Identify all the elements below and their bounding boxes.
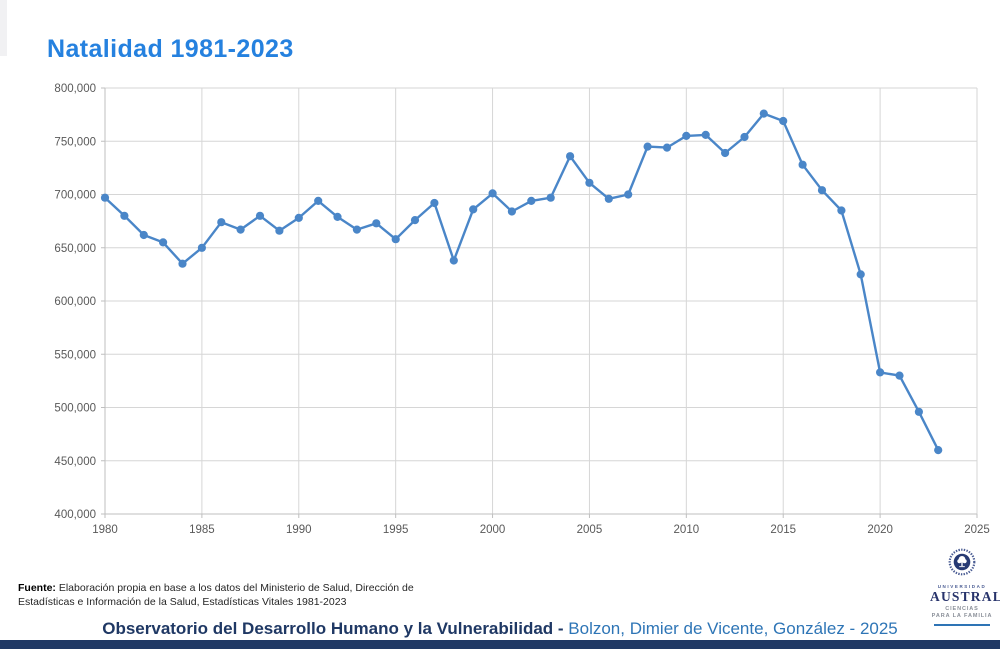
data-point — [934, 446, 943, 455]
data-point — [410, 216, 420, 225]
bottom-navy-bar — [0, 640, 1000, 649]
y-tick-label: 500,000 — [54, 403, 96, 415]
x-tick-label: 2020 — [867, 524, 893, 536]
data-point — [643, 142, 652, 151]
data-point — [876, 368, 885, 377]
data-point — [217, 218, 226, 227]
data-point — [236, 225, 245, 234]
data-point — [701, 130, 710, 139]
credit-observatorio: Observatorio del Desarrollo Humano y la … — [102, 619, 569, 638]
credit-authors: Bolzon, Dimier de Vicente, González - 20… — [568, 619, 898, 638]
data-point — [527, 196, 536, 205]
data-point — [585, 178, 594, 187]
data-point — [178, 259, 187, 268]
x-tick-label: 2015 — [770, 524, 796, 536]
data-point — [488, 189, 497, 198]
source-label: Fuente: — [18, 582, 56, 594]
data-line — [103, 112, 940, 452]
data-point — [275, 226, 284, 235]
x-tick-label: 2005 — [577, 524, 603, 536]
y-tick-label: 750,000 — [54, 136, 96, 148]
x-tick-label: 2000 — [480, 524, 506, 536]
data-point — [779, 116, 788, 126]
data-point — [255, 211, 265, 220]
austral-seal-icon — [948, 548, 976, 576]
data-point — [391, 235, 400, 244]
data-point — [837, 206, 846, 215]
data-point — [721, 148, 730, 158]
data-point — [372, 219, 381, 228]
data-point — [682, 131, 691, 140]
y-tick-label: 450,000 — [54, 456, 96, 468]
y-tick-label: 550,000 — [54, 349, 96, 361]
x-tick-label: 1995 — [383, 524, 409, 536]
y-tick-label: 400,000 — [54, 509, 96, 521]
data-point — [469, 205, 478, 214]
data-point — [914, 407, 924, 416]
data-point — [624, 190, 633, 199]
source-line2: Estadísticas e Información de la Salud, … — [18, 596, 347, 608]
x-tick-label: 1980 — [92, 524, 118, 536]
logo-austral-text: AUSTRAL — [930, 589, 1000, 604]
data-point — [333, 212, 342, 221]
x-tick-label: 1990 — [286, 524, 312, 536]
data-point — [759, 109, 768, 118]
page-title: Natalidad 1981-2023 — [47, 34, 294, 63]
logo-universidad-text: UNIVERSIDAD — [937, 584, 987, 589]
y-tick-label: 700,000 — [54, 190, 96, 202]
credit-line: Observatorio del Desarrollo Humano y la … — [0, 619, 1000, 639]
y-tick-label: 650,000 — [54, 243, 96, 255]
data-point — [430, 198, 439, 208]
data-point — [740, 132, 749, 142]
data-point — [817, 186, 827, 195]
x-tick-label: 2010 — [674, 524, 700, 536]
data-point — [546, 193, 555, 202]
austral-logo: UNIVERSIDAD AUSTRAL CIENCIAS PARA LA FAM… — [930, 548, 1000, 626]
logo-underline — [934, 624, 990, 626]
data-point — [856, 270, 865, 279]
data-point — [197, 243, 206, 252]
data-point — [798, 160, 807, 169]
data-point — [895, 371, 904, 380]
y-tick-label: 600,000 — [54, 296, 96, 308]
x-tick-label: 2025 — [964, 524, 990, 536]
data-point — [120, 211, 129, 220]
source-line1: Elaboración propia en base a los datos d… — [55, 582, 414, 594]
logo-ciencias-text: CIENCIAS PARA LA FAMILIA — [931, 606, 993, 619]
screen-edge-artifact — [0, 0, 7, 56]
data-point — [294, 213, 303, 222]
y-tick-label: 800,000 — [54, 83, 96, 95]
data-point — [100, 193, 110, 202]
source-note: Fuente: Elaboración propia en base a los… — [18, 581, 438, 609]
data-point — [604, 194, 613, 203]
data-point — [662, 143, 672, 152]
data-point — [352, 225, 361, 234]
data-point — [507, 207, 516, 216]
data-point — [314, 196, 323, 205]
data-point — [159, 238, 168, 247]
data-point — [449, 256, 458, 265]
x-tick-label: 1985 — [189, 524, 215, 536]
data-point — [139, 230, 148, 240]
data-point — [566, 152, 575, 161]
